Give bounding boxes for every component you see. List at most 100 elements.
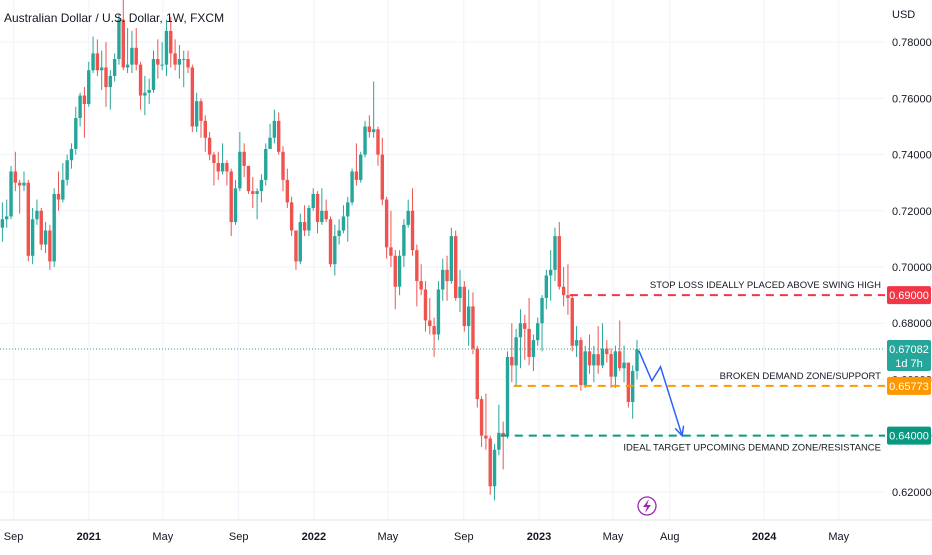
price-badge-stop-loss bbox=[887, 286, 931, 305]
candle-body bbox=[613, 351, 618, 377]
candle-body bbox=[216, 163, 220, 172]
time-tick-label: Sep bbox=[454, 531, 474, 543]
candle-body bbox=[587, 351, 592, 366]
candle-body bbox=[298, 222, 302, 262]
level-text-ideal-target: IDEAL TARGET UPCOMING DEMAND ZONE/RESIST… bbox=[623, 443, 881, 454]
candle-body bbox=[518, 323, 523, 338]
candle-body bbox=[207, 137, 212, 155]
candle-body bbox=[596, 354, 600, 366]
candle-body bbox=[177, 59, 182, 65]
price-badge-broken-demand bbox=[887, 376, 931, 395]
candle-body bbox=[194, 101, 199, 127]
time-tick-label: May bbox=[152, 531, 173, 543]
price-tick-label: 0.62000 bbox=[892, 487, 932, 499]
candle-body bbox=[553, 236, 557, 270]
candle-body bbox=[350, 171, 354, 203]
candle-body bbox=[233, 188, 238, 223]
candle-body bbox=[432, 326, 436, 335]
time-tick-label: Aug bbox=[660, 531, 680, 543]
time-tick-label: May bbox=[378, 531, 399, 543]
current-price-label: 0.67082 bbox=[889, 344, 929, 356]
time-tick-label: May bbox=[828, 531, 849, 543]
candle-body bbox=[30, 219, 35, 256]
candle-body bbox=[635, 349, 639, 372]
candle-body bbox=[74, 118, 78, 149]
candle-body bbox=[251, 191, 255, 194]
candle-body bbox=[324, 210, 328, 220]
candle-body bbox=[264, 148, 268, 180]
candle-body bbox=[242, 151, 246, 166]
candle-body bbox=[294, 230, 298, 262]
projection-path bbox=[638, 350, 683, 436]
candle-body bbox=[82, 95, 87, 104]
price-tick-label: 0.74000 bbox=[892, 150, 932, 162]
candle-body bbox=[259, 179, 264, 192]
level-text-broken-demand: BROKEN DEMAND ZONE/SUPPORT bbox=[720, 371, 882, 382]
candle-body bbox=[484, 435, 488, 439]
candle-body bbox=[337, 230, 341, 237]
candle-body bbox=[415, 250, 419, 282]
candle-body bbox=[497, 432, 501, 450]
candle-body bbox=[389, 247, 393, 256]
candle-body bbox=[527, 328, 531, 357]
candle-body bbox=[479, 399, 484, 436]
candle-body bbox=[186, 59, 190, 68]
candle-body bbox=[492, 449, 497, 487]
candle-body bbox=[117, 19, 121, 60]
time-axis[interactable] bbox=[0, 520, 932, 550]
candle-body bbox=[238, 151, 242, 189]
candle-body bbox=[220, 163, 225, 172]
time-tick-label: Sep bbox=[4, 531, 24, 543]
candle-body bbox=[557, 236, 562, 287]
candle-body bbox=[376, 129, 380, 155]
candle-body bbox=[384, 199, 389, 248]
currency-label: USD bbox=[892, 9, 915, 21]
candle-body bbox=[104, 67, 108, 88]
candle-body bbox=[246, 165, 251, 192]
candle-body bbox=[5, 216, 9, 220]
candle-body bbox=[566, 295, 570, 298]
candle-body bbox=[276, 120, 281, 152]
candle-body bbox=[505, 356, 510, 436]
candle-body bbox=[169, 30, 173, 54]
time-tick-label: 2021 bbox=[77, 531, 101, 543]
price-badge-label: 0.69000 bbox=[889, 290, 929, 302]
candle-body bbox=[151, 59, 156, 90]
candle-body bbox=[147, 89, 151, 93]
candle-body bbox=[156, 59, 160, 65]
candle-body bbox=[121, 19, 125, 68]
countdown-label: 1d 7h bbox=[895, 358, 923, 370]
candles bbox=[0, 0, 639, 501]
candle-body bbox=[618, 351, 622, 369]
candle-body bbox=[203, 120, 208, 138]
levels[interactable]: STOP LOSS IDEALLY PLACED ABOVE SWING HIG… bbox=[0, 280, 885, 454]
candle-body bbox=[466, 306, 471, 327]
candle-body bbox=[341, 216, 346, 231]
candle-body bbox=[17, 182, 22, 186]
candle-body bbox=[0, 219, 5, 228]
candle-body bbox=[570, 297, 574, 346]
candle-body bbox=[626, 362, 631, 402]
candle-body bbox=[536, 323, 540, 341]
candle-body bbox=[112, 59, 117, 76]
lightning-icon[interactable] bbox=[637, 496, 657, 516]
candle-body bbox=[48, 230, 52, 262]
time-tick-label: 2023 bbox=[527, 531, 551, 543]
time-tick-label: 2024 bbox=[752, 531, 777, 543]
candle-body bbox=[548, 269, 553, 276]
candle-body bbox=[160, 64, 164, 66]
candle-body bbox=[182, 59, 186, 61]
candle-body bbox=[609, 354, 613, 377]
candle-body bbox=[419, 281, 423, 290]
candle-body bbox=[125, 64, 130, 68]
candle-body bbox=[43, 230, 48, 245]
candle-body bbox=[501, 432, 505, 436]
price-tick-label: 0.72000 bbox=[892, 206, 932, 218]
candle-body bbox=[311, 193, 315, 208]
candle-body bbox=[229, 171, 233, 223]
candle-body bbox=[87, 70, 91, 104]
candle-body bbox=[35, 210, 39, 220]
candle-body bbox=[488, 438, 492, 487]
